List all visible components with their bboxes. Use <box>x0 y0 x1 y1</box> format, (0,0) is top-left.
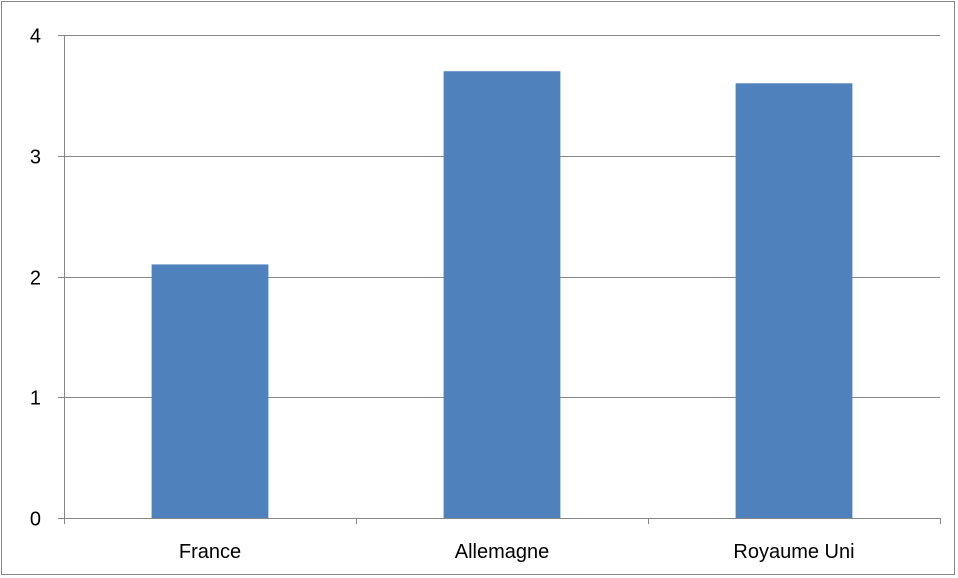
bars <box>151 71 853 519</box>
axes <box>58 35 941 524</box>
y-tick-label-4: 4 <box>30 26 41 48</box>
y-tick-label-3: 3 <box>30 147 41 169</box>
y-tick-label-2: 2 <box>30 268 41 290</box>
bar-allemagne <box>443 71 561 518</box>
bar-france <box>151 264 269 518</box>
x-tick-label-france: France <box>179 541 241 563</box>
x-tick-label-royaume-uni: Royaume Uni <box>733 541 854 563</box>
y-tick-label-0: 0 <box>30 509 41 531</box>
y-tick-label-1: 1 <box>30 388 41 410</box>
bar-royaume-uni <box>735 83 853 519</box>
x-tick-label-allemagne: Allemagne <box>455 541 550 563</box>
tick-labels: 0 1 2 3 4 France Allemagne Royaume Uni <box>30 26 855 564</box>
